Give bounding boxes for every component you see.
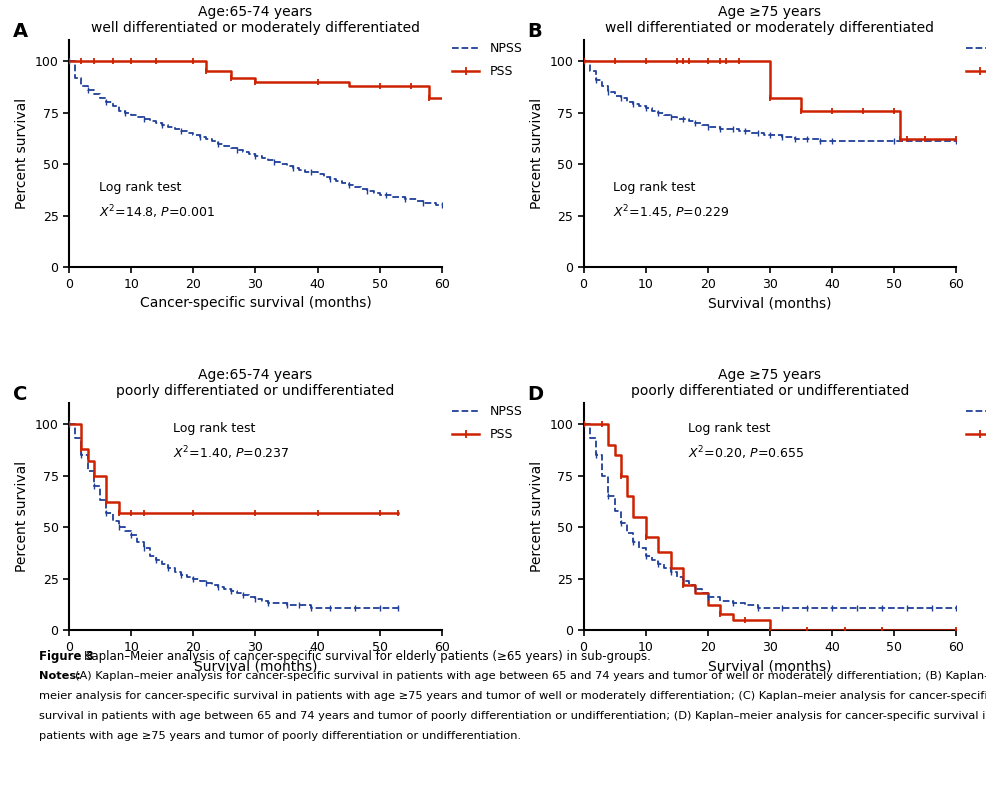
Legend: NPSS, PSS: NPSS, PSS bbox=[966, 42, 986, 78]
Text: Log rank test: Log rank test bbox=[613, 181, 696, 194]
Text: (A) Kaplan–meier analysis for cancer-specific survival in patients with age betw: (A) Kaplan–meier analysis for cancer-spe… bbox=[75, 671, 986, 680]
Text: A: A bbox=[13, 23, 29, 41]
X-axis label: Survival (months): Survival (months) bbox=[193, 659, 317, 673]
Title: Age ≥75 years
well differentiated or moderately differentiated: Age ≥75 years well differentiated or mod… bbox=[605, 5, 935, 35]
Text: D: D bbox=[528, 385, 543, 404]
Text: Notes:: Notes: bbox=[39, 671, 85, 680]
Legend: NPSS, PSS: NPSS, PSS bbox=[452, 42, 523, 78]
Text: Log rank test: Log rank test bbox=[688, 422, 770, 435]
Text: $X^2$=1.40, $P$=0.237: $X^2$=1.40, $P$=0.237 bbox=[174, 444, 290, 462]
Text: $X^2$=1.45, $P$=0.229: $X^2$=1.45, $P$=0.229 bbox=[613, 204, 730, 221]
Text: patients with age ≥75 years and tumor of poorly differentiation or undifferentia: patients with age ≥75 years and tumor of… bbox=[39, 731, 522, 741]
Text: Figure 3: Figure 3 bbox=[39, 650, 99, 663]
Title: Age:65-74 years
well differentiated or moderately differentiated: Age:65-74 years well differentiated or m… bbox=[91, 5, 420, 35]
Text: B: B bbox=[528, 23, 542, 41]
Text: Log rank test: Log rank test bbox=[174, 422, 255, 435]
X-axis label: Survival (months): Survival (months) bbox=[708, 297, 832, 310]
Title: Age:65-74 years
poorly differentiated or undifferentiated: Age:65-74 years poorly differentiated or… bbox=[116, 368, 394, 398]
Text: meier analysis for cancer-specific survival in patients with age ≥75 years and t: meier analysis for cancer-specific survi… bbox=[39, 691, 986, 701]
X-axis label: Cancer-specific survival (months): Cancer-specific survival (months) bbox=[140, 297, 372, 310]
Title: Age ≥75 years
poorly differentiated or undifferentiated: Age ≥75 years poorly differentiated or u… bbox=[631, 368, 909, 398]
Y-axis label: Percent survival: Percent survival bbox=[15, 461, 30, 572]
Text: $X^2$=14.8, $P$=0.001: $X^2$=14.8, $P$=0.001 bbox=[99, 204, 215, 221]
Y-axis label: Percent survival: Percent survival bbox=[15, 99, 30, 209]
Text: survival in patients with age between 65 and 74 years and tumor of poorly differ: survival in patients with age between 65… bbox=[39, 711, 986, 721]
Text: Kaplan–Meier analysis of cancer-specific survival for elderly patients (≥65 year: Kaplan–Meier analysis of cancer-specific… bbox=[84, 650, 651, 663]
Y-axis label: Percent survival: Percent survival bbox=[529, 99, 543, 209]
Text: $X^2$=0.20, $P$=0.655: $X^2$=0.20, $P$=0.655 bbox=[688, 444, 805, 462]
Legend: NPSS, PSS: NPSS, PSS bbox=[452, 405, 523, 441]
Text: Log rank test: Log rank test bbox=[99, 181, 181, 194]
X-axis label: Survival (months): Survival (months) bbox=[708, 659, 832, 673]
Y-axis label: Percent survival: Percent survival bbox=[529, 461, 543, 572]
Text: C: C bbox=[13, 385, 28, 404]
Legend: NPSS, PSS: NPSS, PSS bbox=[966, 405, 986, 441]
